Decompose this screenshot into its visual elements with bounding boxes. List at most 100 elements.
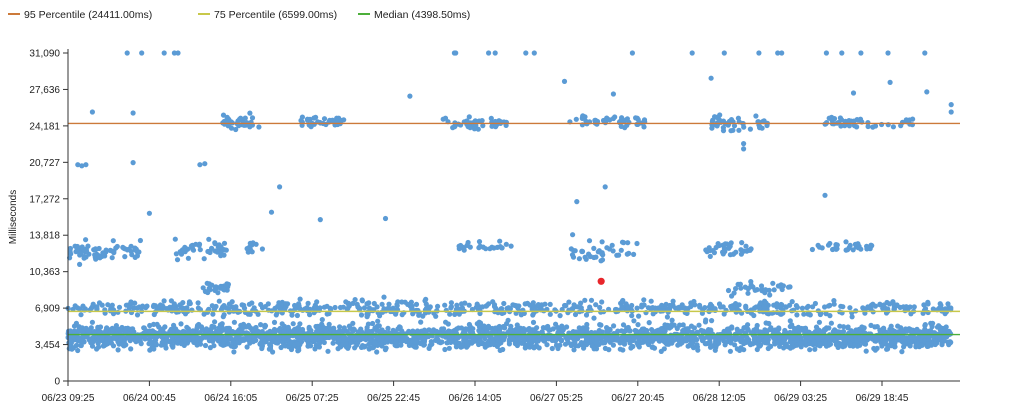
data-point [321,304,327,310]
data-point [252,337,258,343]
data-point [796,328,803,334]
data-point [658,304,664,310]
data-point [745,322,751,328]
data-point [775,339,781,345]
data-point [194,323,200,330]
data-point [204,280,210,286]
data-point [593,302,599,308]
data-point [623,117,629,123]
data-point [780,283,787,289]
data-point [778,301,784,308]
data-point [346,303,352,309]
data-point [262,338,268,344]
data-point [858,50,864,56]
data-point [801,326,807,332]
data-point [239,302,245,308]
data-point [743,243,749,249]
data-point [364,314,370,320]
data-point [840,304,846,310]
data-point [109,302,115,308]
data-point [74,247,80,253]
data-point [733,286,739,292]
data-point [648,298,654,304]
data-point [787,339,793,345]
data-point [244,344,250,350]
data-point [157,302,164,308]
data-point [447,311,453,317]
data-point [751,337,757,343]
data-point [206,336,212,342]
data-point [650,311,656,317]
data-point [206,236,212,242]
data-point [794,304,801,310]
data-point [923,328,929,334]
data-point [83,237,89,243]
data-point [683,338,689,344]
data-point [366,346,372,352]
data-point [512,302,518,308]
data-point [899,119,906,125]
data-point [231,319,237,325]
data-point [220,342,226,348]
data-point [854,124,860,130]
data-point [743,303,749,309]
data-point [212,319,218,325]
data-point [245,332,251,338]
data-point [366,341,372,347]
data-point [828,320,835,326]
data-point [283,301,289,307]
data-point [467,125,473,131]
x-tick-label: 06/27 20:45 [611,393,664,404]
data-point [290,333,296,339]
data-point [758,300,764,306]
data-point [441,326,447,332]
data-point [381,294,387,300]
data-point [710,248,716,254]
data-point [859,324,865,330]
data-point [221,240,228,246]
data-point [566,299,572,305]
data-point [579,248,585,254]
data-point [172,236,178,242]
data-point [662,328,668,334]
data-point [421,335,427,341]
data-point [374,334,380,341]
data-point [197,162,203,168]
data-point [553,335,559,341]
data-point [839,117,845,123]
data-point [881,302,887,308]
data-point [594,336,600,343]
data-point [799,305,806,311]
data-point [612,114,618,120]
data-point [343,299,349,305]
data-point [850,90,857,96]
data-point [651,334,657,340]
data-point [351,327,357,333]
data-point [139,50,145,56]
data-point [591,346,597,352]
data-point [737,281,744,287]
data-point [884,342,891,348]
data-point [887,79,893,85]
data-point [787,329,793,336]
data-point [171,322,177,328]
data-point [386,305,392,311]
data-point [240,325,246,331]
data-point [570,306,576,312]
data-point [680,328,686,334]
data-point [149,334,155,340]
data-point [741,146,747,152]
data-point [584,336,590,342]
data-point [426,345,432,351]
data-point [845,324,851,330]
data-point [913,342,919,349]
data-point [922,306,929,312]
data-point [629,50,636,56]
data-point [574,304,581,310]
data-point [278,344,284,351]
data-point [175,50,181,56]
data-point [79,163,85,169]
data-point [930,306,936,312]
data-point [876,334,882,340]
